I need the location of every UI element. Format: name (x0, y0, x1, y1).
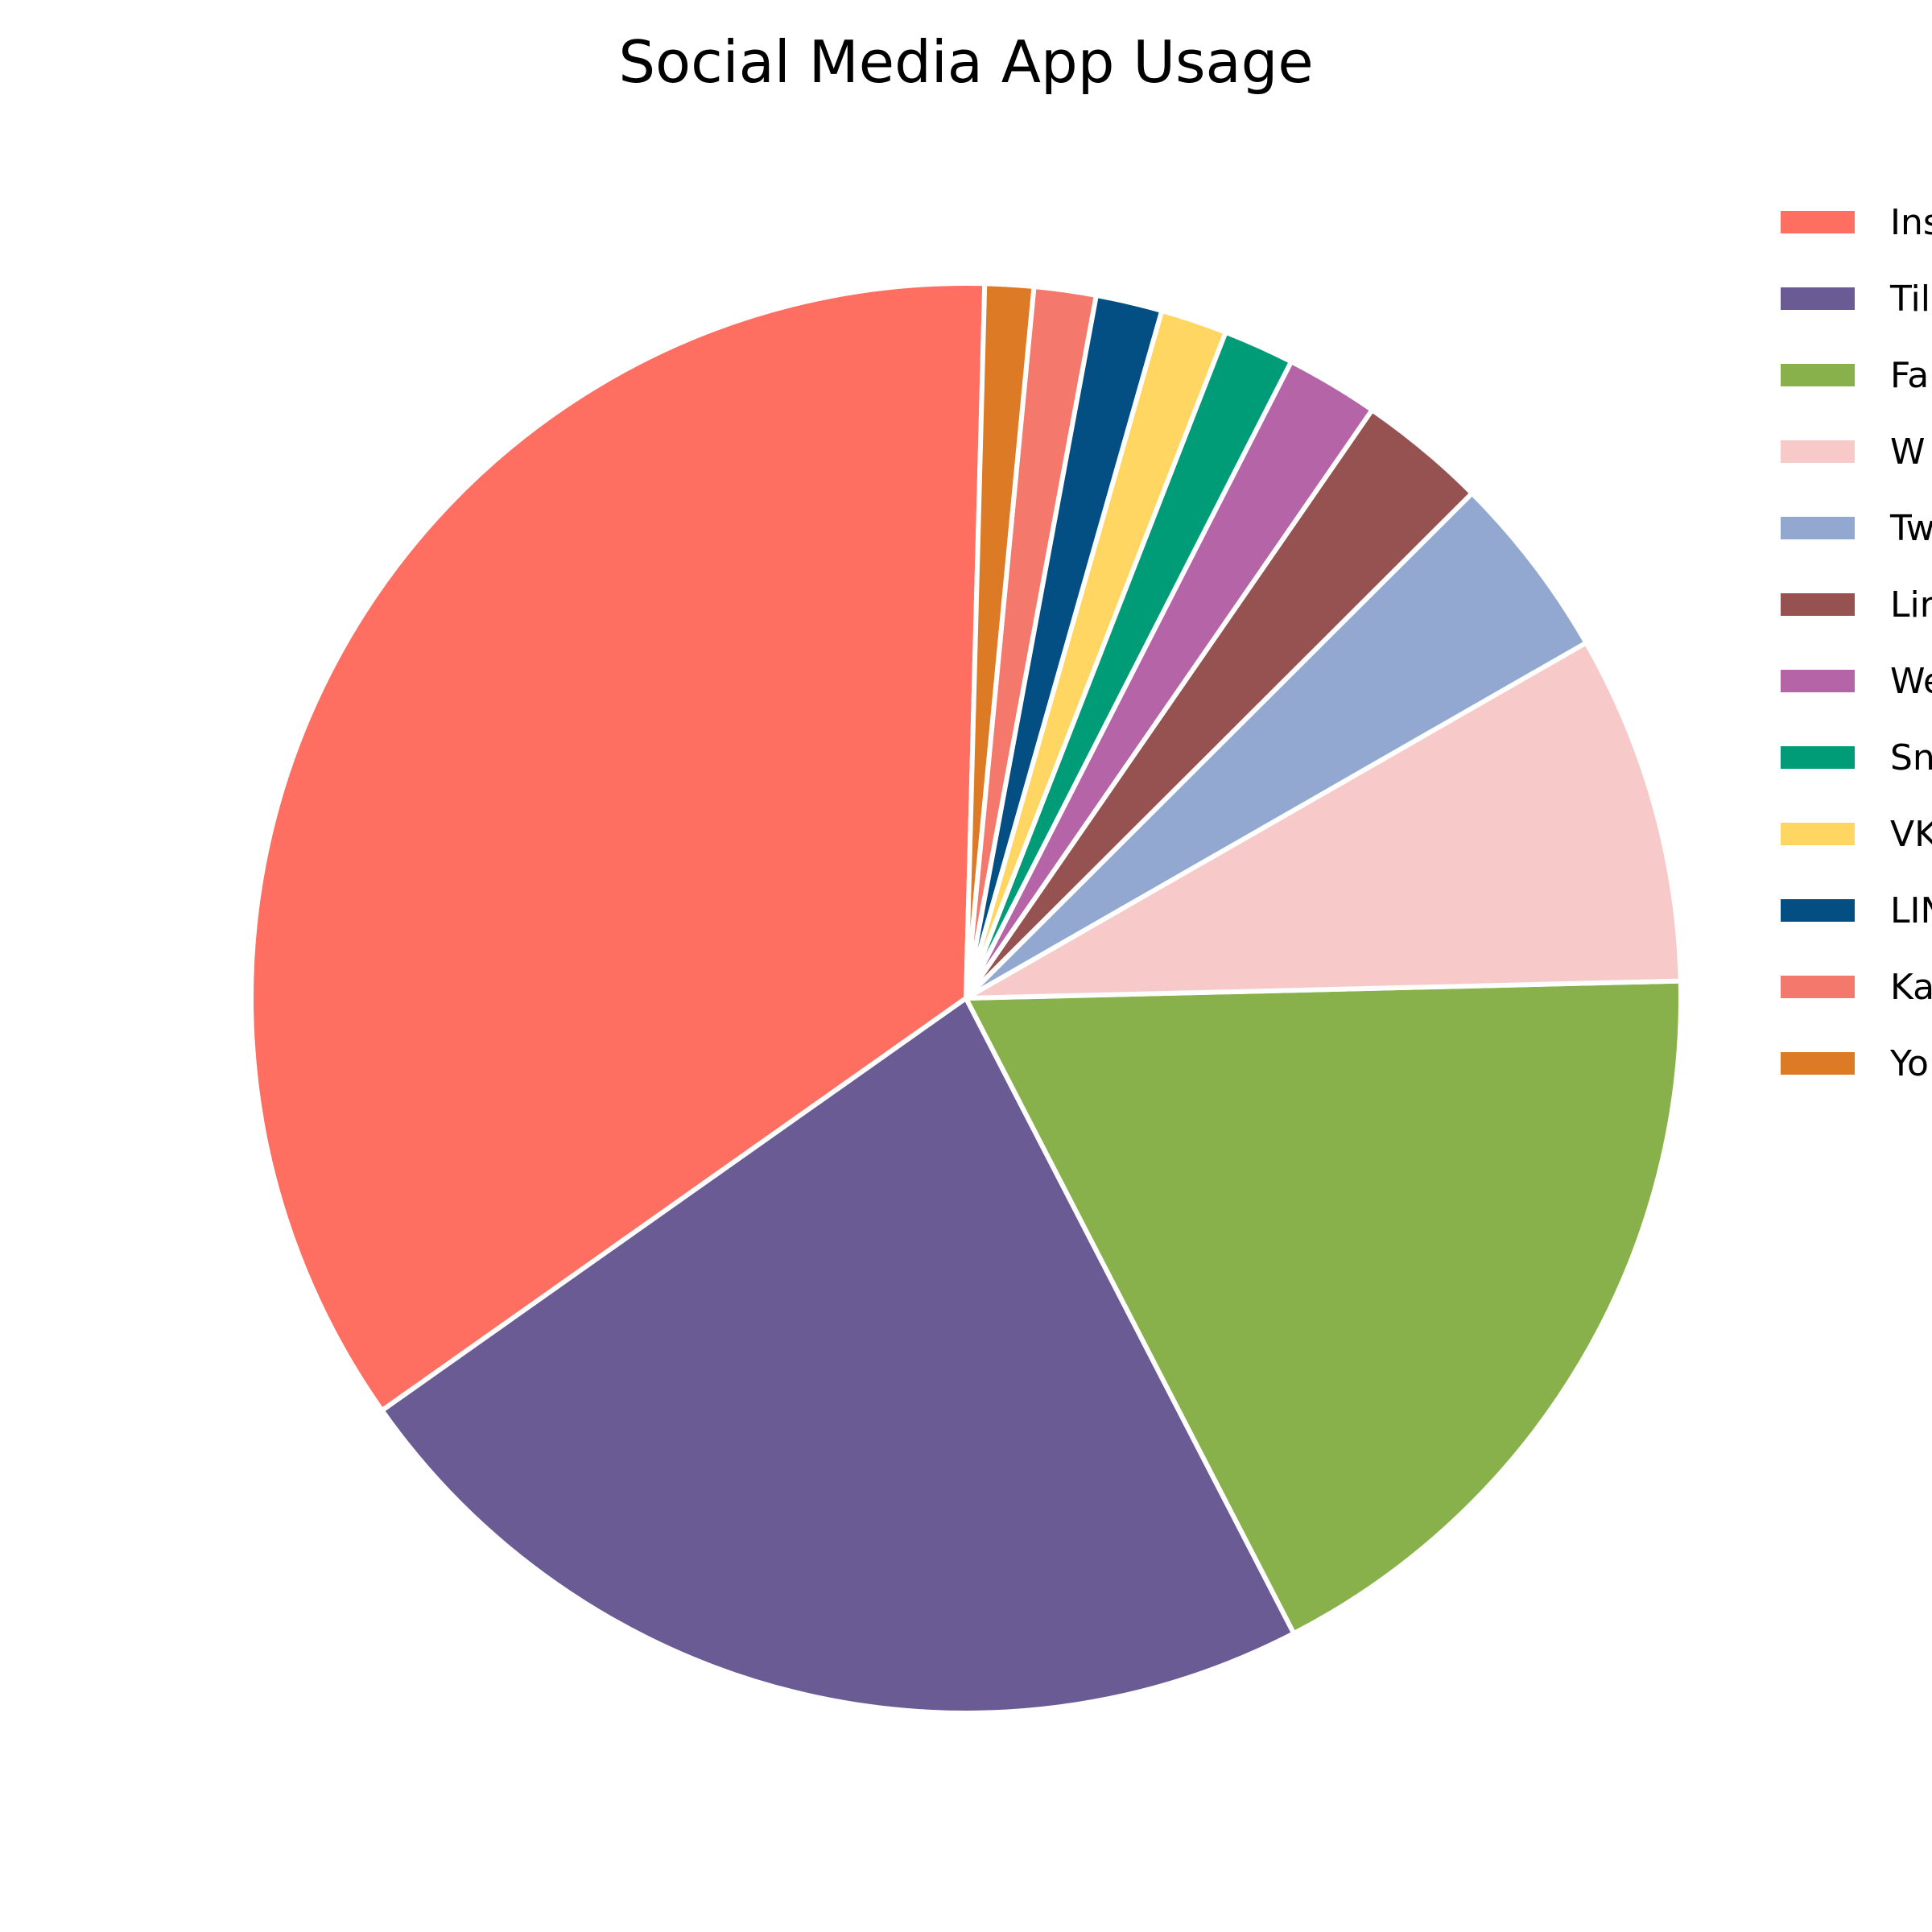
legend-label-whatsapp: W (1890, 431, 1926, 473)
pie-slice-facebook (964, 978, 1683, 1637)
legend-label-line: LIN (1890, 890, 1932, 931)
pie-slice-youtube (964, 281, 1037, 1001)
legend-swatch-tiktok (1781, 287, 1855, 310)
legend-label-facebook: Fa (1890, 355, 1929, 396)
legend-swatch-snapchat (1781, 746, 1855, 769)
legend-label-linkedin: Lir (1890, 584, 1932, 625)
legend-swatch-kakaotalk (1781, 976, 1855, 998)
legend-swatch-instagram (1781, 211, 1855, 233)
legend-label-kakaotalk: Ka (1890, 967, 1932, 1008)
legend-label-vk: VK (1890, 814, 1932, 855)
legend-swatch-twitter (1781, 517, 1855, 539)
legend-label-wechat: We (1890, 661, 1932, 702)
legend-label-snapchat: Sn (1890, 737, 1932, 778)
legend: Ins Til Fa W Tw Lir We Sn VK LIN Ka Yo (1781, 202, 1932, 1084)
legend-label-youtube: Yo (1889, 1043, 1929, 1084)
pie-slices (249, 280, 1683, 1715)
legend-swatch-youtube (1781, 1052, 1855, 1075)
pie-slice-instagram (249, 280, 988, 1414)
legend-swatch-line (1781, 899, 1855, 922)
legend-label-tiktok: Til (1889, 279, 1930, 320)
legend-swatch-facebook (1781, 364, 1855, 386)
legend-swatch-linkedin (1781, 593, 1855, 616)
pie-slice-whatsapp (964, 640, 1683, 1001)
legend-swatch-vk (1781, 823, 1855, 845)
pie-slice-tiktok (379, 996, 1297, 1715)
legend-swatch-whatsapp (1781, 440, 1855, 463)
legend-label-twitter: Tw (1889, 508, 1932, 549)
chart-title: Social Media App Usage (618, 28, 1313, 96)
legend-label-instagram: Ins (1890, 202, 1932, 243)
pie-slice-twitter (964, 490, 1589, 1001)
legend-swatch-wechat (1781, 670, 1855, 692)
